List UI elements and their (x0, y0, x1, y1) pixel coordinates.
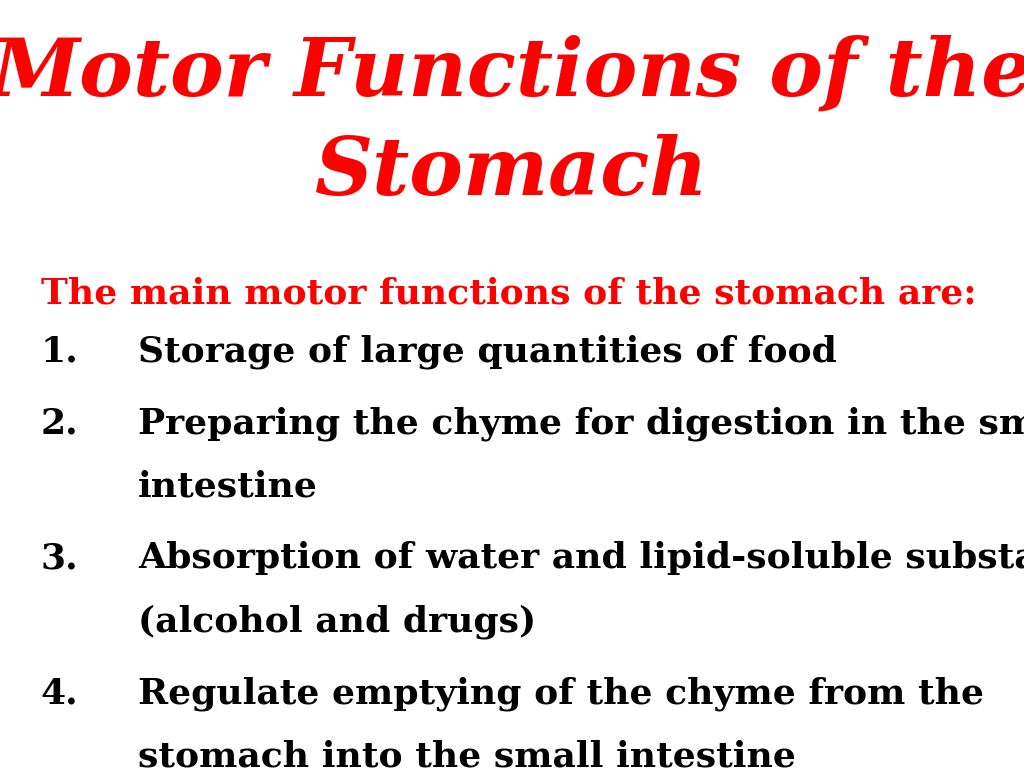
Text: Absorption of water and lipid-soluble substances: Absorption of water and lipid-soluble su… (138, 541, 1024, 575)
Text: Motor Functions of the: Motor Functions of the (0, 35, 1024, 112)
Text: Stomach: Stomach (315, 134, 709, 212)
Text: 2.: 2. (41, 406, 79, 440)
Text: Preparing the chyme for digestion in the small: Preparing the chyme for digestion in the… (138, 406, 1024, 441)
Text: (alcohol and drugs): (alcohol and drugs) (138, 604, 537, 639)
Text: 3.: 3. (41, 541, 79, 575)
Text: stomach into the small intestine: stomach into the small intestine (138, 740, 796, 768)
Text: The main motor functions of the stomach are:: The main motor functions of the stomach … (41, 276, 977, 310)
Text: 1.: 1. (41, 334, 79, 368)
Text: Regulate emptying of the chyme from the: Regulate emptying of the chyme from the (138, 677, 984, 711)
Text: intestine: intestine (138, 469, 318, 503)
Text: Storage of large quantities of food: Storage of large quantities of food (138, 334, 837, 369)
Text: 4.: 4. (41, 677, 79, 710)
